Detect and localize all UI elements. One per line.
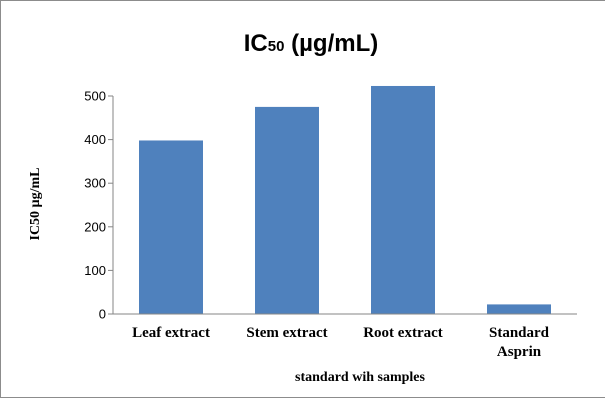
chart-title-unit: (µg/mL)	[284, 30, 378, 57]
bar-leaf-extract	[139, 140, 203, 314]
chart-title: IC50 (µg/mL)	[244, 30, 379, 57]
x-category-label: Stem extract	[246, 325, 327, 341]
x-category-label-line: Stem extract	[246, 325, 327, 341]
x-category-label-line: Root extract	[363, 325, 443, 341]
bar-standard-asprin	[487, 304, 551, 314]
chart-title-subscript: 50	[268, 38, 285, 55]
y-tick-label: 500	[84, 89, 106, 104]
y-tick-label: 100	[84, 263, 106, 278]
y-axis-ticks: 0 100 200 300 400 500	[84, 89, 113, 322]
x-axis-category-labels: Leaf extract Stem extract Root extract Stan…	[132, 325, 550, 360]
x-category-label-line: Asprin	[497, 344, 542, 360]
y-axis-title: IC50 µg/mL	[28, 167, 43, 240]
y-tick-label: 300	[84, 176, 106, 191]
y-tick-label: 400	[84, 132, 106, 147]
x-category-label: Standard Asprin	[489, 325, 550, 360]
y-tick-label: 0	[99, 307, 106, 322]
bar-stem-extract	[255, 106, 319, 315]
bar-root-extract	[371, 85, 435, 314]
x-category-label: Leaf extract	[132, 325, 210, 341]
x-axis-title: standard wih samples	[295, 370, 425, 385]
chart-title-main: IC	[244, 30, 268, 57]
x-category-label: Root extract	[363, 325, 443, 341]
x-category-label-line: Leaf extract	[132, 325, 210, 341]
y-tick-label: 200	[84, 219, 106, 234]
bars	[139, 85, 551, 315]
x-category-label-line: Standard	[489, 325, 550, 341]
